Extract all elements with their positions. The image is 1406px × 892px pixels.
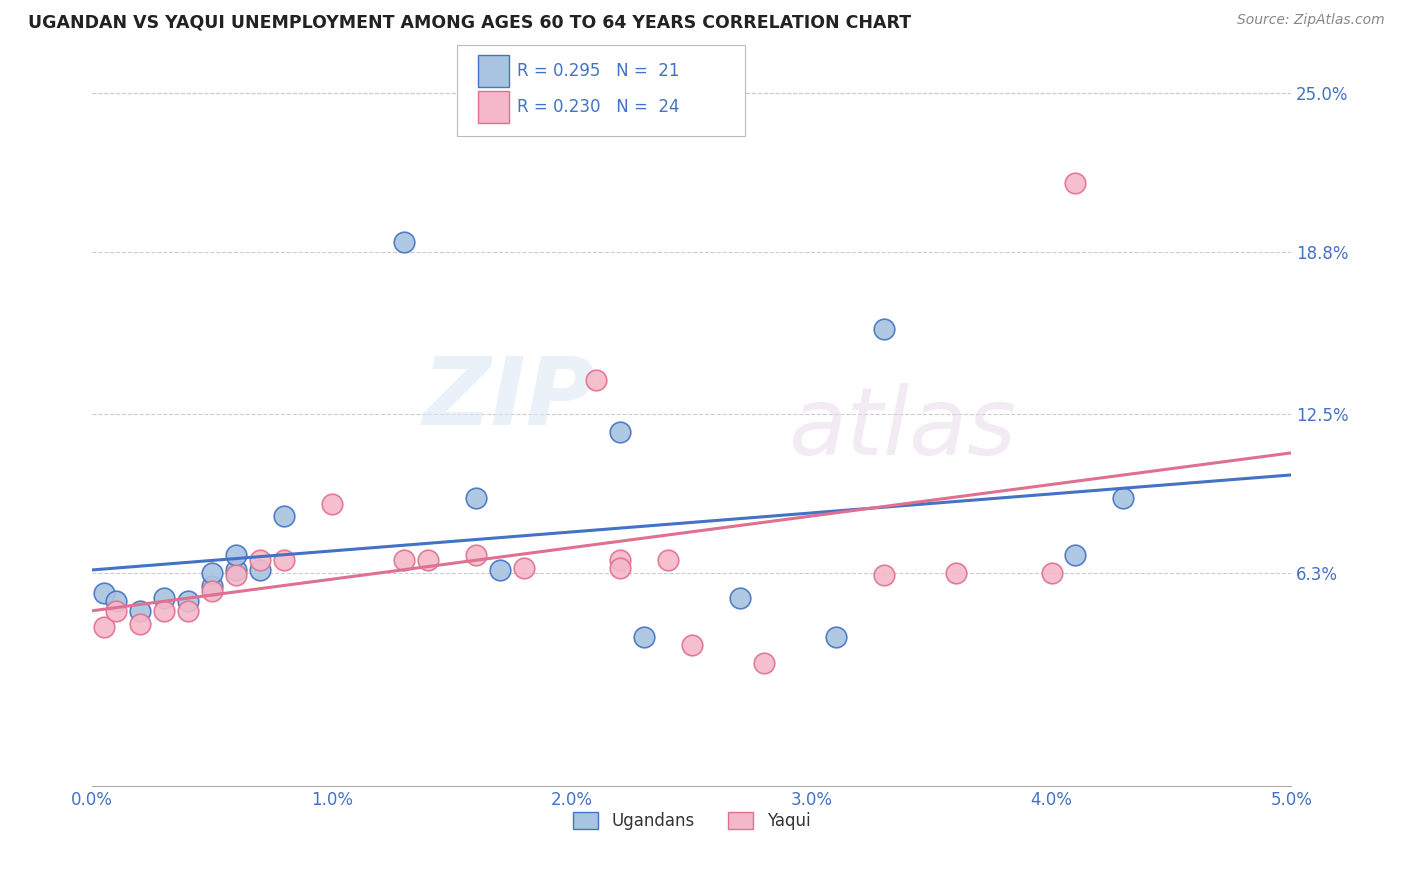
Point <box>321 497 343 511</box>
Point <box>1064 176 1087 190</box>
Point <box>105 604 128 618</box>
Point <box>1064 548 1087 562</box>
Point <box>201 579 224 593</box>
Point <box>945 566 967 580</box>
Point <box>129 617 152 632</box>
Point <box>225 548 247 562</box>
Point <box>513 560 536 574</box>
Point <box>249 553 271 567</box>
Point <box>93 620 115 634</box>
Text: Source: ZipAtlas.com: Source: ZipAtlas.com <box>1237 13 1385 28</box>
Point <box>201 566 224 580</box>
Point <box>416 553 439 567</box>
Point <box>1040 566 1063 580</box>
Point <box>657 553 679 567</box>
Point <box>752 656 775 670</box>
Point <box>153 604 176 618</box>
Point <box>129 604 152 618</box>
Point <box>177 604 200 618</box>
Text: R = 0.295   N =  21: R = 0.295 N = 21 <box>517 62 681 80</box>
Legend: Ugandans, Yaqui: Ugandans, Yaqui <box>567 805 817 837</box>
Point <box>225 568 247 582</box>
Point <box>177 594 200 608</box>
Point <box>609 560 631 574</box>
Point <box>464 491 486 506</box>
Text: UGANDAN VS YAQUI UNEMPLOYMENT AMONG AGES 60 TO 64 YEARS CORRELATION CHART: UGANDAN VS YAQUI UNEMPLOYMENT AMONG AGES… <box>28 13 911 31</box>
Text: R = 0.230   N =  24: R = 0.230 N = 24 <box>517 98 681 116</box>
Text: ZIP: ZIP <box>423 353 596 445</box>
Point <box>273 553 295 567</box>
Text: atlas: atlas <box>787 384 1017 475</box>
Point <box>633 630 655 644</box>
Point <box>201 583 224 598</box>
Point <box>273 509 295 524</box>
Point <box>609 425 631 439</box>
Point <box>872 322 894 336</box>
Point <box>681 638 703 652</box>
Point <box>464 548 486 562</box>
Point <box>489 563 512 577</box>
Point <box>105 594 128 608</box>
Point <box>1112 491 1135 506</box>
Point <box>249 563 271 577</box>
Point <box>225 563 247 577</box>
Point <box>392 553 415 567</box>
Point <box>609 553 631 567</box>
Point <box>728 591 751 606</box>
Point <box>93 586 115 600</box>
Point <box>153 591 176 606</box>
Point <box>585 373 607 387</box>
Point <box>872 568 894 582</box>
Point <box>824 630 846 644</box>
Point <box>392 235 415 249</box>
